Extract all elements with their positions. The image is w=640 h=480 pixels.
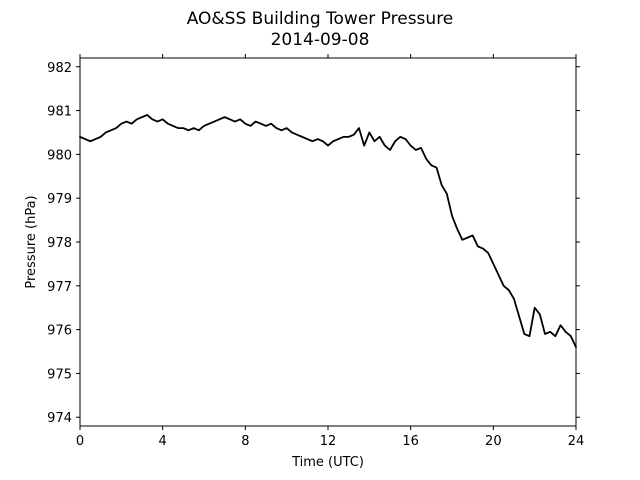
x-tick-label: 8	[241, 434, 249, 449]
x-tick-label: 0	[76, 434, 84, 449]
y-tick-label: 975	[47, 367, 72, 382]
y-tick-label: 976	[47, 324, 72, 339]
y-tick-label: 980	[47, 148, 72, 163]
y-tick-label: 978	[47, 236, 72, 251]
y-axis-label: Pressure (hPa)	[24, 195, 39, 288]
y-tick-label: 977	[47, 280, 72, 295]
chart-subtitle: 2014-09-08	[271, 30, 370, 50]
y-tick-label: 974	[47, 411, 72, 426]
x-tick-label: 12	[320, 434, 337, 449]
y-tick-label: 982	[47, 61, 72, 76]
x-tick-label: 16	[402, 434, 419, 449]
x-tick-label: 24	[568, 434, 585, 449]
chart-title: AO&SS Building Tower Pressure	[187, 9, 454, 29]
y-tick-label: 979	[47, 192, 72, 207]
series-layer	[79, 114, 577, 349]
x-axis-label: Time (UTC)	[291, 455, 364, 470]
plot-frame	[79, 57, 577, 427]
pressure-series-line	[79, 114, 577, 349]
x-tick-label: 20	[485, 434, 502, 449]
axis-ticks: 0 4 8 12 16 20 24 974 975 976 977 978 979 980 981 982	[47, 54, 584, 449]
y-tick-label: 981	[47, 105, 72, 120]
x-tick-label: 4	[159, 434, 167, 449]
